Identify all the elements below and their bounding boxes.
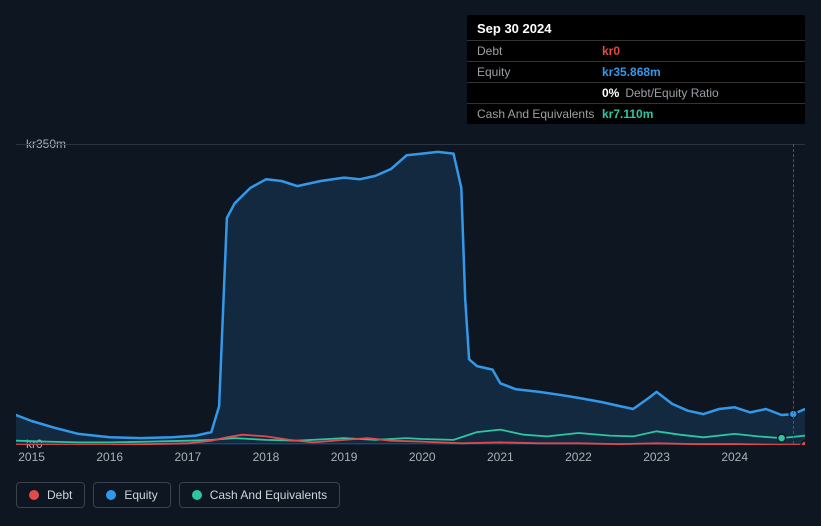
tooltip-row-value: 0%: [602, 86, 619, 100]
tooltip-row-label: [477, 86, 602, 100]
chart-legend: Debt Equity Cash And Equivalents: [16, 482, 340, 508]
x-axis: 2015 2016 2017 2018 2019 2020 2021 2022 2023 2024: [16, 450, 805, 470]
legend-item-equity[interactable]: Equity: [93, 482, 170, 508]
hover-marker-line: [793, 144, 794, 444]
x-axis-tick: 2015: [18, 450, 45, 464]
legend-item-debt[interactable]: Debt: [16, 482, 85, 508]
tooltip-row-label: Cash And Equivalents: [477, 107, 602, 121]
x-axis-tick: 2016: [96, 450, 123, 464]
chart-svg: [16, 145, 805, 445]
tooltip-row: 0% Debt/Equity Ratio: [467, 82, 805, 103]
tooltip-row-value: kr7.110m: [602, 107, 653, 121]
x-axis-tick: 2019: [331, 450, 358, 464]
legend-item-cash-and-equivalents[interactable]: Cash And Equivalents: [179, 482, 340, 508]
legend-label: Cash And Equivalents: [210, 488, 327, 502]
x-axis-tick: 2023: [643, 450, 670, 464]
legend-swatch: [106, 490, 116, 500]
tooltip-row: Debtkr0: [467, 40, 805, 61]
tooltip-row-extra: Debt/Equity Ratio: [625, 86, 718, 100]
x-axis-tick: 2020: [409, 450, 436, 464]
x-axis-tick: 2018: [253, 450, 280, 464]
x-axis-tick: 2024: [721, 450, 748, 464]
x-axis-tick: 2021: [487, 450, 514, 464]
legend-label: Debt: [47, 488, 72, 502]
chart-tooltip: Sep 30 2024 Debtkr0Equitykr35.868m0%Debt…: [467, 15, 805, 124]
x-axis-tick: 2022: [565, 450, 592, 464]
tooltip-row: Equitykr35.868m: [467, 61, 805, 82]
tooltip-row: Cash And Equivalentskr7.110m: [467, 103, 805, 124]
tooltip-date: Sep 30 2024: [467, 15, 805, 40]
legend-label: Equity: [124, 488, 157, 502]
tooltip-row-label: Equity: [477, 65, 602, 79]
x-axis-tick: 2017: [175, 450, 202, 464]
plot-area[interactable]: [16, 144, 805, 444]
tooltip-row-label: Debt: [477, 44, 602, 58]
tooltip-row-value: kr35.868m: [602, 65, 661, 79]
legend-swatch: [192, 490, 202, 500]
debt-equity-chart: kr350m kr0 20152016201720182019202020212…: [16, 120, 805, 480]
legend-swatch: [29, 490, 39, 500]
tooltip-row-value: kr0: [602, 44, 620, 58]
